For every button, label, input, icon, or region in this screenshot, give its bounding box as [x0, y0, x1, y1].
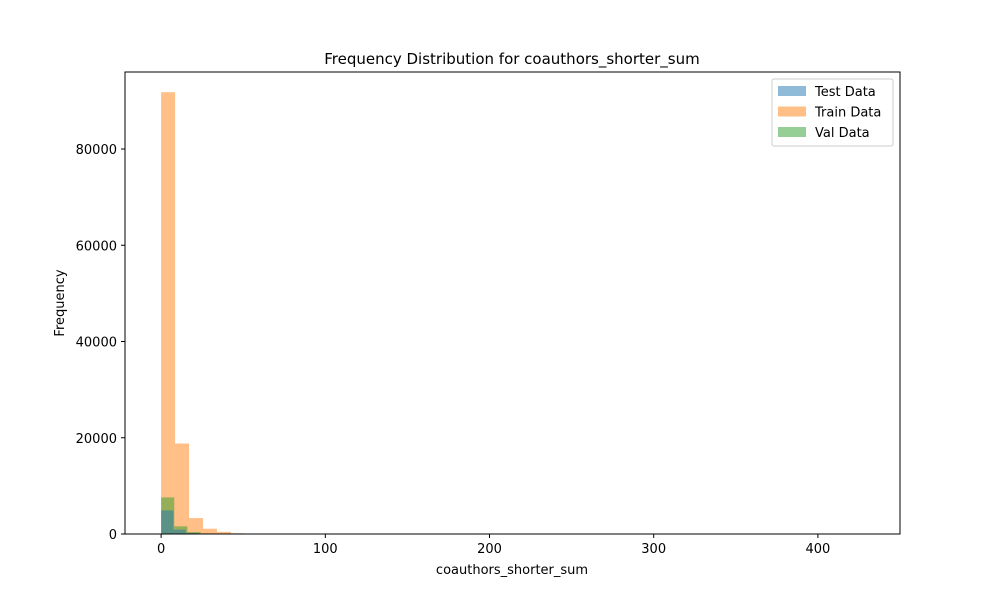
y-tick-label: 40000 — [76, 336, 117, 351]
histogram-bar-train-data-4 — [216, 531, 231, 534]
x-tick-label: 300 — [641, 542, 666, 557]
legend-swatch — [778, 106, 806, 117]
y-axis-label: Frequency — [53, 269, 68, 336]
x-tick-label: 200 — [477, 542, 502, 557]
histogram-bar-train-data-1 — [175, 443, 190, 534]
legend: Test Data Train Data Val Data — [771, 78, 894, 147]
y-axis-ticks: 0 20000 40000 60000 80000 — [76, 143, 125, 543]
y-tick-label: 20000 — [76, 432, 117, 447]
x-tick-label: 0 — [157, 542, 165, 557]
x-axis-ticks: 0 100 200 300 400 — [157, 534, 830, 557]
legend-swatch — [778, 127, 806, 137]
y-tick-label: 80000 — [76, 143, 117, 158]
x-axis-label: coauthors_shorter_sum — [436, 563, 588, 578]
histogram-bar-train-data-2 — [189, 518, 203, 534]
y-tick-label: 60000 — [76, 239, 117, 254]
histogram-bar-test-data-0 — [161, 510, 174, 534]
legend-swatch — [778, 86, 806, 96]
histogram-bar-train-data-3 — [202, 528, 217, 534]
legend-label: Train Data — [814, 106, 881, 121]
chart-title: Frequency Distribution for coauthors_sho… — [324, 50, 699, 69]
legend-label: Val Data — [815, 126, 870, 141]
x-tick-label: 400 — [805, 542, 830, 557]
x-tick-label: 100 — [313, 542, 338, 557]
histogram-bars — [161, 92, 273, 535]
y-tick-label: 0 — [109, 528, 117, 543]
histogram-bar-test-data-1 — [173, 529, 186, 534]
histogram-bar-train-data-0 — [161, 92, 176, 535]
plot-frame — [124, 71, 901, 535]
legend-label: Test Data — [814, 85, 876, 100]
